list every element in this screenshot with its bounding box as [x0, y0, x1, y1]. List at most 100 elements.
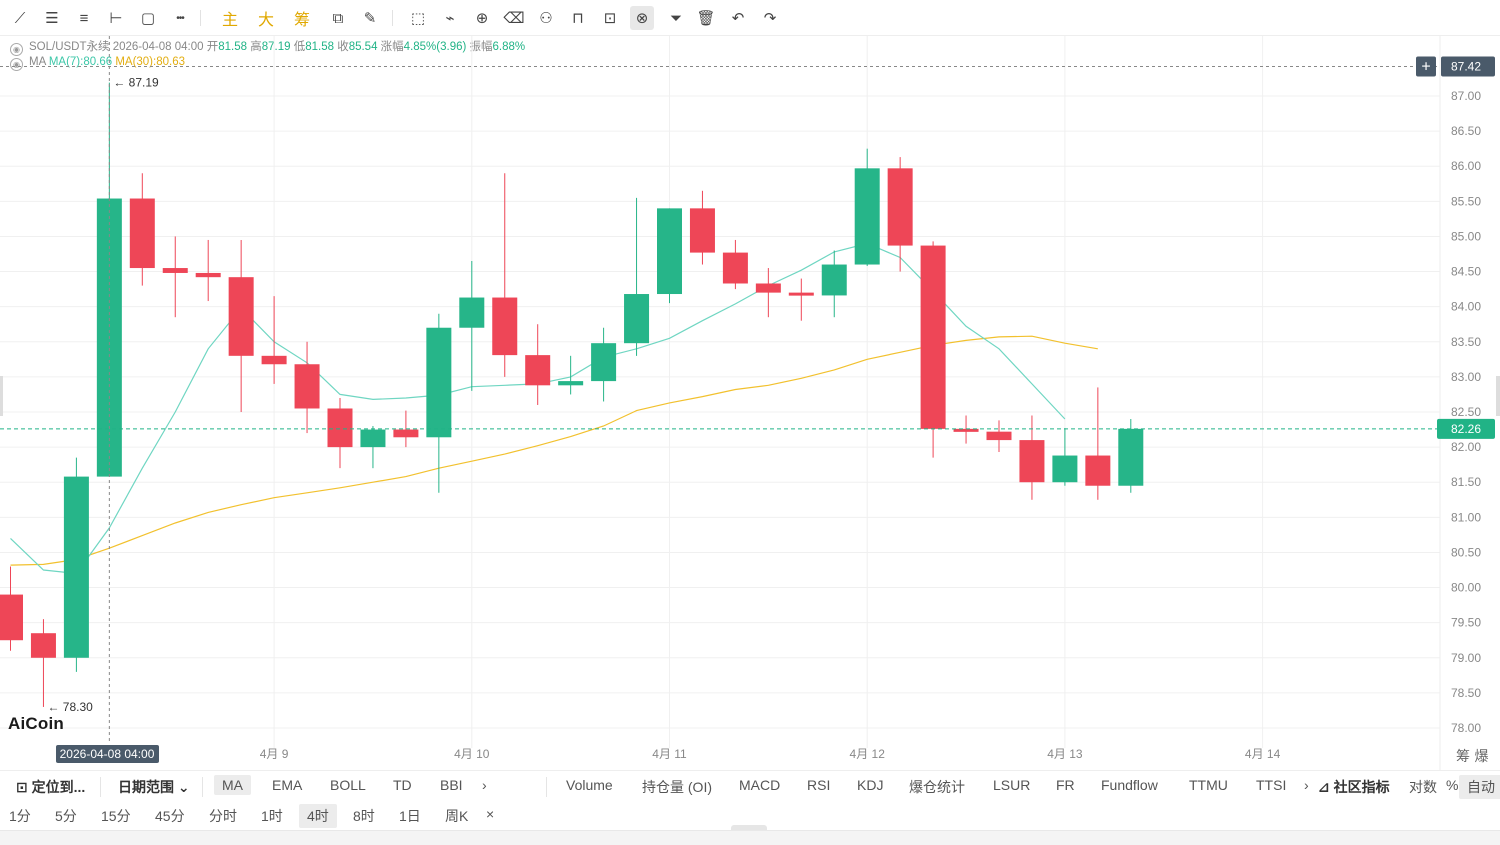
- indicator-macd[interactable]: MACD: [739, 777, 781, 793]
- timeframe-1日[interactable]: 1日: [399, 808, 421, 824]
- indicator-ttmu[interactable]: TTMU: [1189, 777, 1228, 793]
- indicator-持仓量-oi-[interactable]: 持仓量 (OI): [642, 779, 712, 795]
- y-tick-label: 80.00: [1451, 581, 1481, 595]
- candle-body: [393, 429, 419, 438]
- indicator-boll[interactable]: BOLL: [330, 777, 366, 793]
- ai-pattern-icon[interactable]: ⧉: [332, 9, 344, 27]
- big-order-icon[interactable]: 大: [257, 12, 274, 29]
- candle-body: [854, 168, 880, 265]
- timeframe-15分[interactable]: 15分: [101, 808, 131, 824]
- panel-resize-handle[interactable]: [731, 825, 767, 833]
- indicator-ma[interactable]: MA: [214, 775, 251, 795]
- close-timeframes-button[interactable]: ×: [486, 806, 495, 822]
- more-tools-icon[interactable]: •••: [176, 12, 185, 24]
- y-tick-label: 87.00: [1451, 89, 1481, 103]
- indicator-kdj[interactable]: KDJ: [857, 777, 884, 793]
- indicator-td[interactable]: TD: [393, 777, 412, 793]
- indicator--[interactable]: ›: [1304, 777, 1309, 793]
- y-tick-label: 78.50: [1451, 686, 1481, 700]
- redo-icon[interactable]: ↷: [763, 10, 777, 27]
- indicator-日期范围-[interactable]: 日期范围 ⌄: [118, 779, 190, 795]
- timeframe-5分[interactable]: 5分: [55, 808, 77, 824]
- ma7-line: [10, 242, 1066, 575]
- candlestick-chart[interactable]: 87.00 86.50 86.00 85.50 85.00 84.50 84.00 83.50…: [0, 36, 1500, 770]
- y-tick-label: 84.50: [1451, 265, 1481, 279]
- candle-body: [30, 633, 56, 658]
- candle-body: [261, 355, 287, 365]
- indicator-volume[interactable]: Volume: [566, 777, 613, 793]
- ma30-value: MA(30):80.63: [115, 56, 185, 68]
- hover-price-value: 87.42: [1451, 60, 1481, 74]
- right-edge-handle[interactable]: [1496, 376, 1500, 416]
- indicator--[interactable]: ›: [482, 777, 487, 793]
- candle-body: [624, 294, 650, 344]
- indicator-lsur[interactable]: LSUR: [993, 777, 1031, 793]
- candle-body: [525, 355, 551, 386]
- parallel-lines-icon[interactable]: ☰: [45, 10, 59, 27]
- alert-icon[interactable]: ⊡: [603, 10, 617, 27]
- y-tick-label: 81.50: [1451, 475, 1481, 489]
- locate-button[interactable]: ⊡ 定位到...: [16, 779, 86, 795]
- select-icon[interactable]: ⬚: [410, 10, 426, 27]
- last-price-value: 82.26: [1451, 422, 1481, 436]
- indicator-bbi[interactable]: BBI: [440, 777, 463, 793]
- chip-blast-toggle[interactable]: 筹 爆: [1456, 748, 1488, 765]
- indicator-ema[interactable]: EMA: [272, 777, 303, 793]
- y-tick-label: 83.00: [1451, 370, 1481, 384]
- indicator-对数[interactable]: 对数: [1409, 779, 1437, 795]
- indicator-爆仓统计[interactable]: 爆仓统计: [909, 779, 965, 795]
- x-tick-label: 4月 13: [1047, 747, 1083, 761]
- zoom-in-icon[interactable]: ⊕: [475, 10, 489, 27]
- ray-icon[interactable]: ⊢: [109, 10, 123, 27]
- indicator-rsi[interactable]: RSI: [807, 777, 831, 793]
- chip-distribution-icon[interactable]: 筹: [293, 12, 310, 29]
- timeframe-1分[interactable]: 1分: [9, 808, 31, 824]
- candle-body: [722, 252, 748, 284]
- last-price-tag: [1437, 418, 1495, 439]
- trash-icon[interactable]: 🗑: [696, 10, 716, 27]
- candle-body: [558, 381, 584, 386]
- timeframe-分时[interactable]: 分时: [209, 808, 237, 824]
- show-hide-icon[interactable]: ⚇: [539, 10, 553, 27]
- indicator-ttsi[interactable]: TTSI: [1256, 777, 1287, 793]
- timeframe-周K[interactable]: 周K: [445, 808, 469, 824]
- indicator-fr[interactable]: FR: [1056, 777, 1075, 793]
- magnet-icon[interactable]: ⊗: [630, 6, 654, 30]
- timeframe-1时[interactable]: 1时: [261, 808, 283, 824]
- candle-body: [1019, 440, 1045, 483]
- main-indicator-icon[interactable]: 主: [221, 12, 238, 29]
- indicator-自动[interactable]: 自动: [1459, 775, 1500, 799]
- y-tick-label: 78.00: [1451, 721, 1481, 735]
- indicator--[interactable]: %: [1446, 777, 1459, 793]
- timeframe-4时[interactable]: 4时: [299, 804, 337, 828]
- undo-icon[interactable]: ↶: [731, 10, 745, 27]
- candle-body: [195, 272, 221, 278]
- timeframe-45分[interactable]: 45分: [155, 808, 185, 824]
- min-price-label: ← 78.30: [47, 700, 93, 714]
- rectangle-icon[interactable]: ▢: [140, 10, 156, 27]
- candle-body: [327, 408, 353, 448]
- timeframe-8时[interactable]: 8时: [353, 808, 375, 824]
- eye-icon[interactable]: ◉: [10, 43, 23, 56]
- candle-body: [129, 198, 155, 269]
- add-alert-button[interactable]: [1416, 56, 1436, 77]
- low-label: 低: [293, 41, 306, 53]
- filter-icon[interactable]: ⏷: [669, 9, 682, 27]
- indicator--社区指标[interactable]: ⊿ 社区指标: [1318, 779, 1390, 795]
- candle-body: [0, 594, 23, 641]
- change-value: 4.85%(3.96): [403, 41, 467, 53]
- eye-icon[interactable]: ◉: [10, 58, 23, 71]
- horizontal-lines-icon[interactable]: ≡: [79, 9, 89, 27]
- line-tool-icon[interactable]: ⟋: [14, 9, 26, 27]
- ma-indicator-label[interactable]: MA: [29, 56, 46, 68]
- eraser-icon[interactable]: ⌫: [503, 10, 525, 27]
- ruler-icon[interactable]: ⌁: [445, 10, 455, 27]
- candle-body: [953, 428, 979, 432]
- measure-icon[interactable]: ✎: [363, 10, 377, 27]
- indicator-fundflow[interactable]: Fundflow: [1101, 777, 1158, 793]
- left-edge-handle[interactable]: [0, 376, 3, 416]
- ma30-line: [10, 335, 1098, 566]
- aicoin-logo: AiCoin: [8, 714, 64, 733]
- lock-icon[interactable]: ⊓: [572, 10, 584, 27]
- y-tick-label: 86.00: [1451, 159, 1481, 173]
